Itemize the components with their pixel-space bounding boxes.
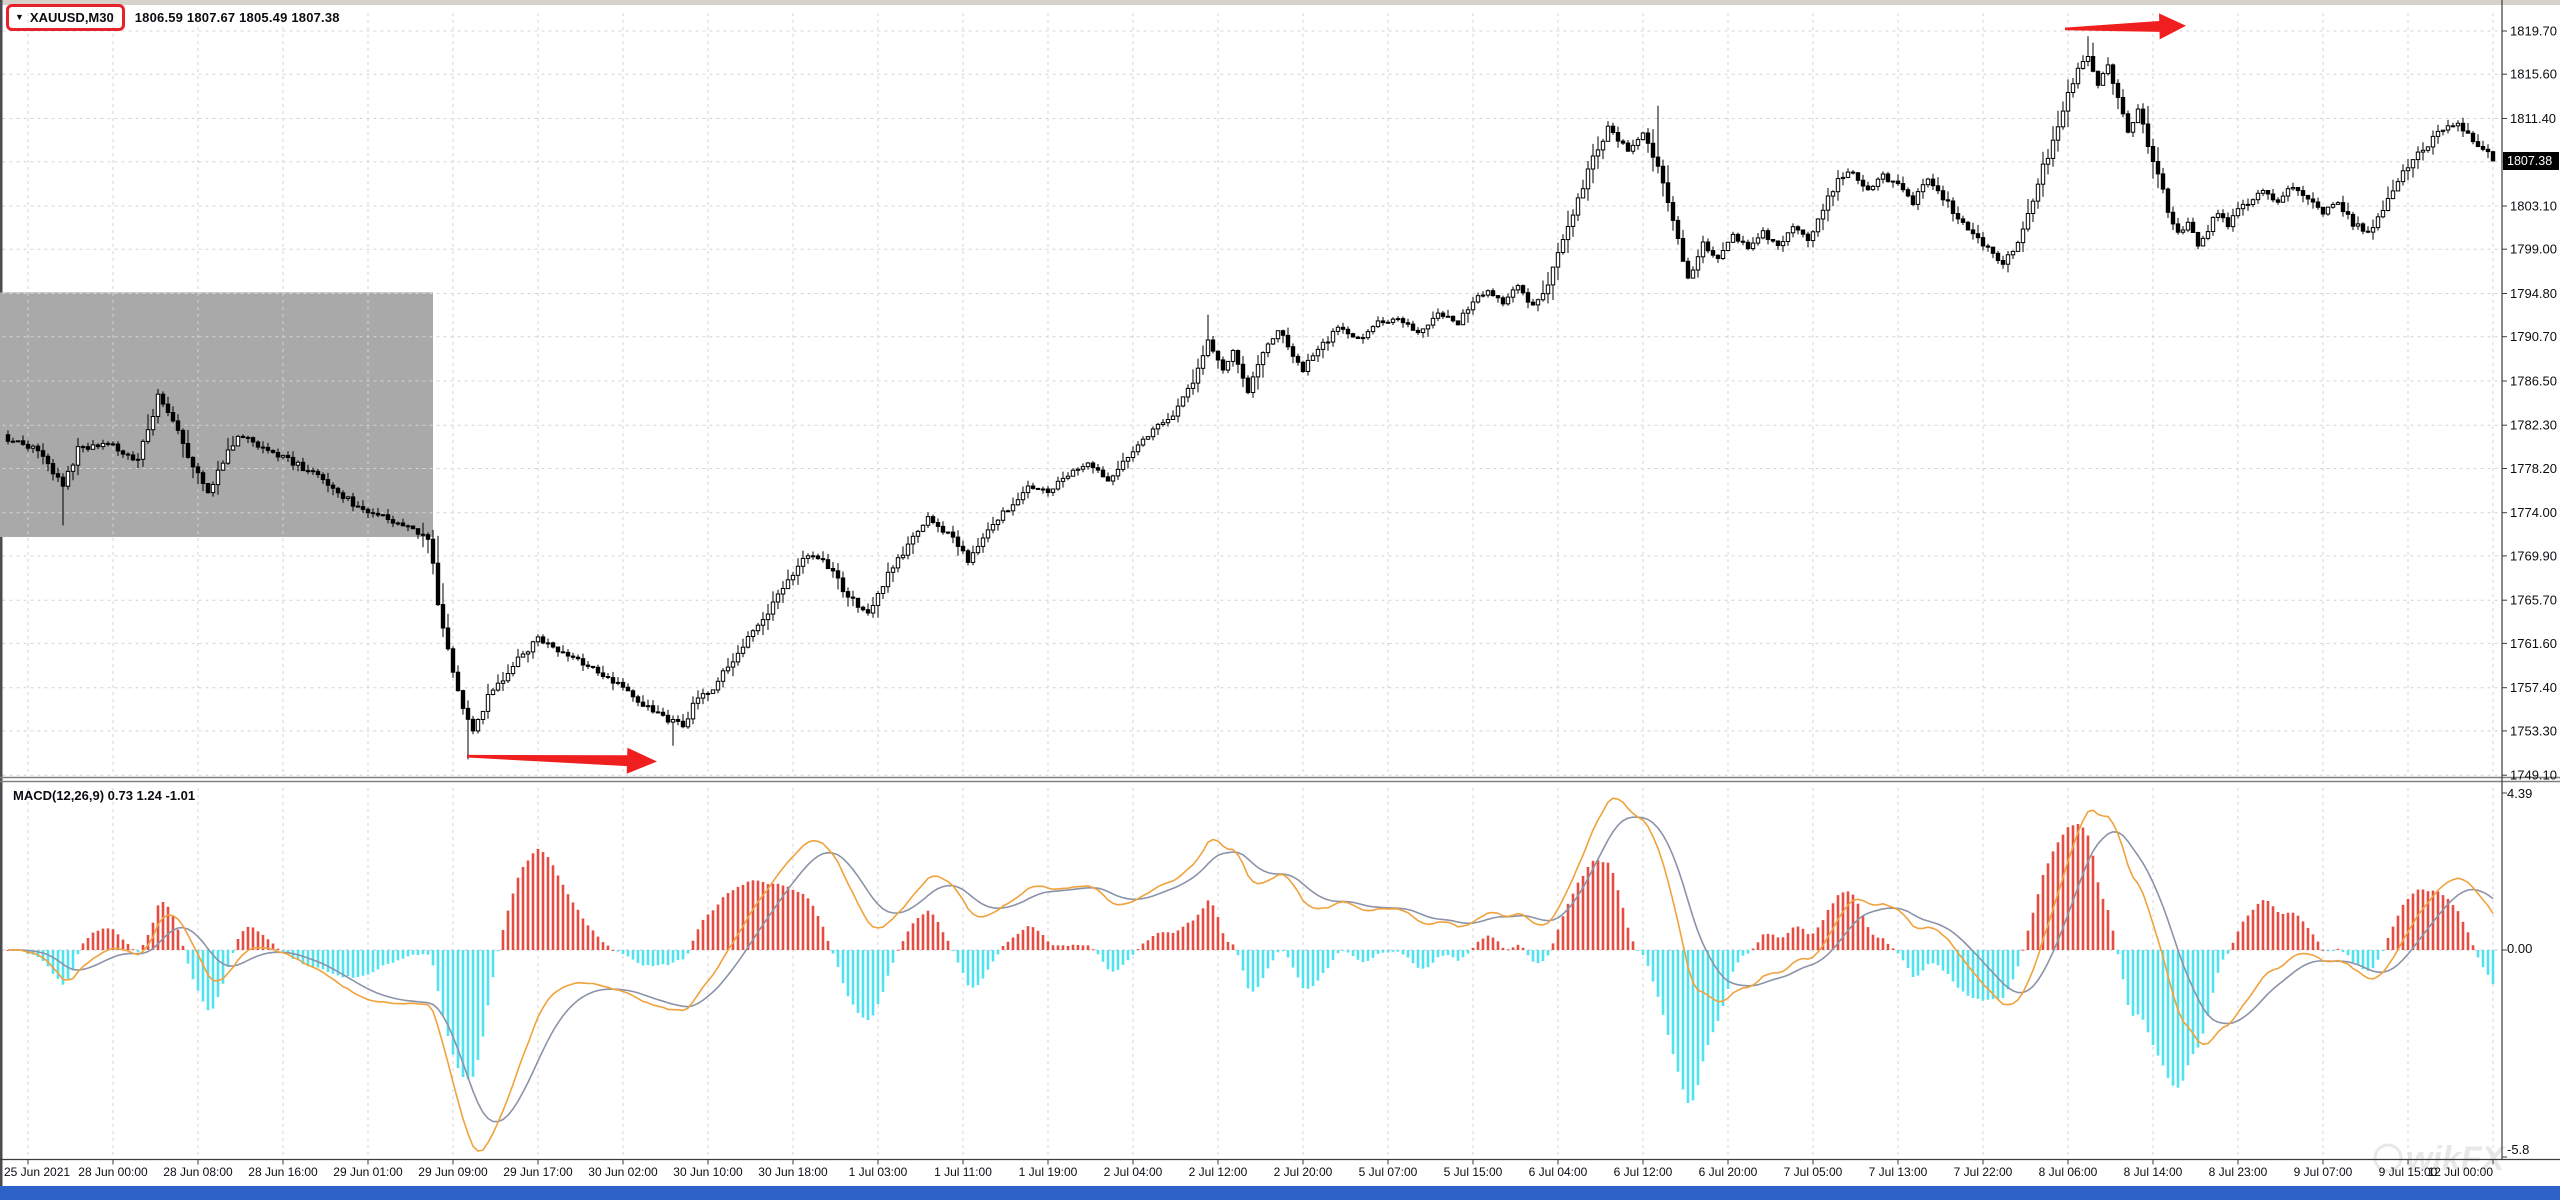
bottom-window-bar — [0, 1186, 2560, 1200]
svg-text:2 Jul 20:00: 2 Jul 20:00 — [1274, 1165, 1333, 1179]
macd-axis-max: 4.39 — [2507, 786, 2533, 801]
symbol-header: ▼ XAUUSD,M30 1806.59 1807.67 1805.49 180… — [6, 4, 340, 31]
svg-text:7 Jul 22:00: 7 Jul 22:00 — [1954, 1165, 2013, 1179]
svg-text:6 Jul 04:00: 6 Jul 04:00 — [1529, 1165, 1588, 1179]
svg-text:1 Jul 03:00: 1 Jul 03:00 — [849, 1165, 908, 1179]
macd-main-line — [8, 797, 2494, 1152]
svg-text:1782.30: 1782.30 — [2510, 418, 2557, 433]
svg-text:1757.40: 1757.40 — [2510, 680, 2557, 695]
svg-text:5 Jul 07:00: 5 Jul 07:00 — [1359, 1165, 1418, 1179]
svg-text:2 Jul 12:00: 2 Jul 12:00 — [1189, 1165, 1248, 1179]
red-arrow — [467, 747, 657, 774]
current-price-tag: 1807.38 — [2503, 152, 2559, 170]
svg-text:12 Jul 00:00: 12 Jul 00:00 — [2428, 1165, 2494, 1179]
svg-text:30 Jun 10:00: 30 Jun 10:00 — [673, 1165, 743, 1179]
svg-text:30 Jun 18:00: 30 Jun 18:00 — [758, 1165, 828, 1179]
svg-text:9 Jul 15:00: 9 Jul 15:00 — [2379, 1165, 2438, 1179]
svg-text:28 Jun 08:00: 28 Jun 08:00 — [163, 1165, 233, 1179]
svg-text:25 Jun 2021: 25 Jun 2021 — [4, 1165, 70, 1179]
axis-ticks — [27, 30, 2507, 1165]
svg-text:28 Jun 00:00: 28 Jun 00:00 — [78, 1165, 148, 1179]
svg-text:29 Jun 17:00: 29 Jun 17:00 — [503, 1165, 573, 1179]
svg-text:1774.00: 1774.00 — [2510, 505, 2557, 520]
svg-text:1786.50: 1786.50 — [2510, 374, 2557, 389]
highlight-rectangle[interactable] — [0, 292, 433, 537]
svg-text:5 Jul 15:00: 5 Jul 15:00 — [1444, 1165, 1503, 1179]
svg-text:1799.00: 1799.00 — [2510, 242, 2557, 257]
ohlc-values: 1806.59 1807.67 1805.49 1807.38 — [134, 10, 340, 25]
macd-axis-zero: 0.00 — [2507, 941, 2533, 956]
svg-text:1769.90: 1769.90 — [2510, 548, 2557, 563]
red-arrow — [2065, 13, 2186, 40]
svg-text:1 Jul 19:00: 1 Jul 19:00 — [1019, 1165, 1078, 1179]
macd-lines — [8, 797, 2494, 1152]
svg-text:8 Jul 14:00: 8 Jul 14:00 — [2124, 1165, 2183, 1179]
svg-text:8 Jul 06:00: 8 Jul 06:00 — [2039, 1165, 2098, 1179]
chevron-down-icon[interactable]: ▼ — [15, 12, 24, 22]
svg-text:1753.30: 1753.30 — [2510, 723, 2557, 738]
svg-text:1819.70: 1819.70 — [2510, 24, 2557, 39]
pane-frame — [0, 0, 2560, 1161]
svg-text:1 Jul 11:00: 1 Jul 11:00 — [934, 1165, 992, 1179]
macd-indicator-label: MACD(12,26,9) 0.73 1.24 -1.01 — [13, 788, 196, 803]
svg-text:1815.60: 1815.60 — [2510, 67, 2557, 82]
svg-text:1803.10: 1803.10 — [2510, 199, 2557, 214]
svg-text:29 Jun 09:00: 29 Jun 09:00 — [418, 1165, 488, 1179]
macd-signal-line — [8, 816, 2494, 1123]
svg-text:9 Jul 07:00: 9 Jul 07:00 — [2294, 1165, 2353, 1179]
candlesticks — [5, 36, 2496, 760]
svg-text:28 Jun 16:00: 28 Jun 16:00 — [248, 1165, 318, 1179]
svg-text:7 Jul 13:00: 7 Jul 13:00 — [1869, 1165, 1928, 1179]
svg-text:6 Jul 20:00: 6 Jul 20:00 — [1699, 1165, 1758, 1179]
svg-text:1761.60: 1761.60 — [2510, 636, 2557, 651]
svg-text:2 Jul 04:00: 2 Jul 04:00 — [1104, 1165, 1163, 1179]
svg-text:1794.80: 1794.80 — [2510, 286, 2557, 301]
svg-text:1790.70: 1790.70 — [2510, 329, 2557, 344]
svg-text:1765.70: 1765.70 — [2510, 593, 2557, 608]
svg-text:6 Jul 12:00: 6 Jul 12:00 — [1614, 1165, 1673, 1179]
symbol-annotation-box[interactable]: ▼ XAUUSD,M30 — [6, 4, 125, 31]
svg-text:8 Jul 23:00: 8 Jul 23:00 — [2209, 1165, 2268, 1179]
svg-text:7 Jul 05:00: 7 Jul 05:00 — [1784, 1165, 1843, 1179]
svg-text:29 Jun 01:00: 29 Jun 01:00 — [333, 1165, 403, 1179]
svg-text:1811.40: 1811.40 — [2510, 111, 2556, 126]
trend-arrows[interactable] — [467, 13, 2186, 774]
macd-histogram — [6, 824, 2495, 1103]
svg-text:30 Jun 02:00: 30 Jun 02:00 — [588, 1165, 658, 1179]
macd-axis-min: -5.8 — [2507, 1142, 2530, 1157]
svg-text:1778.20: 1778.20 — [2510, 461, 2557, 476]
symbol-timeframe-label: XAUUSD,M30 — [29, 10, 114, 25]
svg-text:1749.10: 1749.10 — [2510, 768, 2557, 783]
